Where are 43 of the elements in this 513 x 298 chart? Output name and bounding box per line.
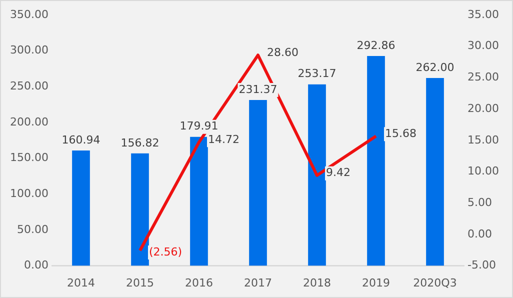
y-tick-label: 150.00	[10, 151, 48, 164]
y-tick-label: 200.00	[10, 115, 48, 128]
y2-tick-label: -5.00	[468, 258, 496, 272]
data-label: (2.56)	[148, 245, 182, 258]
bar	[72, 150, 90, 266]
y-tick-label: 300.00	[10, 44, 48, 57]
bar	[131, 153, 149, 266]
data-label: 253.17	[298, 67, 336, 80]
data-label: 156.82	[120, 136, 160, 150]
x-tick-label: 2014	[66, 276, 95, 290]
x-tick-label: 2018	[303, 276, 331, 290]
y2-tick-label: 0.00	[468, 227, 492, 240]
data-label: 160.94	[62, 133, 100, 146]
x-tick-label: 2019	[362, 276, 390, 290]
y-tick-label: 50.00	[16, 222, 48, 236]
bar	[249, 100, 267, 266]
data-label: 179.91	[180, 120, 218, 133]
y2-tick-label: 25.00	[468, 70, 500, 84]
data-label: 9.42	[326, 166, 350, 180]
y-tick-label: 250.00	[10, 80, 48, 93]
bar	[426, 78, 444, 266]
x-tick-label: 2015	[126, 276, 154, 290]
y-tick-label: 100.00	[10, 187, 48, 200]
y2-tick-label: 15.00	[468, 133, 500, 146]
data-label: 28.60	[267, 46, 298, 59]
y2-tick-label: 30.00	[468, 39, 500, 52]
y-tick-label: 0.00	[24, 258, 48, 272]
y2-tick-label: 5.00	[468, 196, 492, 209]
y2-tick-label: 20.00	[468, 102, 500, 115]
x-tick-label: 2017	[244, 276, 272, 290]
bar	[308, 84, 326, 266]
bar	[367, 56, 385, 266]
bar	[190, 136, 208, 266]
data-label: 15.68	[385, 126, 417, 140]
data-label: 262.00	[416, 60, 454, 74]
data-label: 292.86	[356, 38, 396, 52]
y2-tick-label: 10.00	[468, 164, 500, 178]
data-label: 231.37	[238, 82, 278, 96]
data-label: 14.72	[208, 133, 240, 146]
y-tick-label: 350.00	[10, 8, 48, 21]
y2-tick-label: 35.00	[468, 8, 500, 21]
x-tick-label: 2016	[184, 276, 213, 290]
x-tick-label: 2020Q3	[413, 276, 457, 290]
